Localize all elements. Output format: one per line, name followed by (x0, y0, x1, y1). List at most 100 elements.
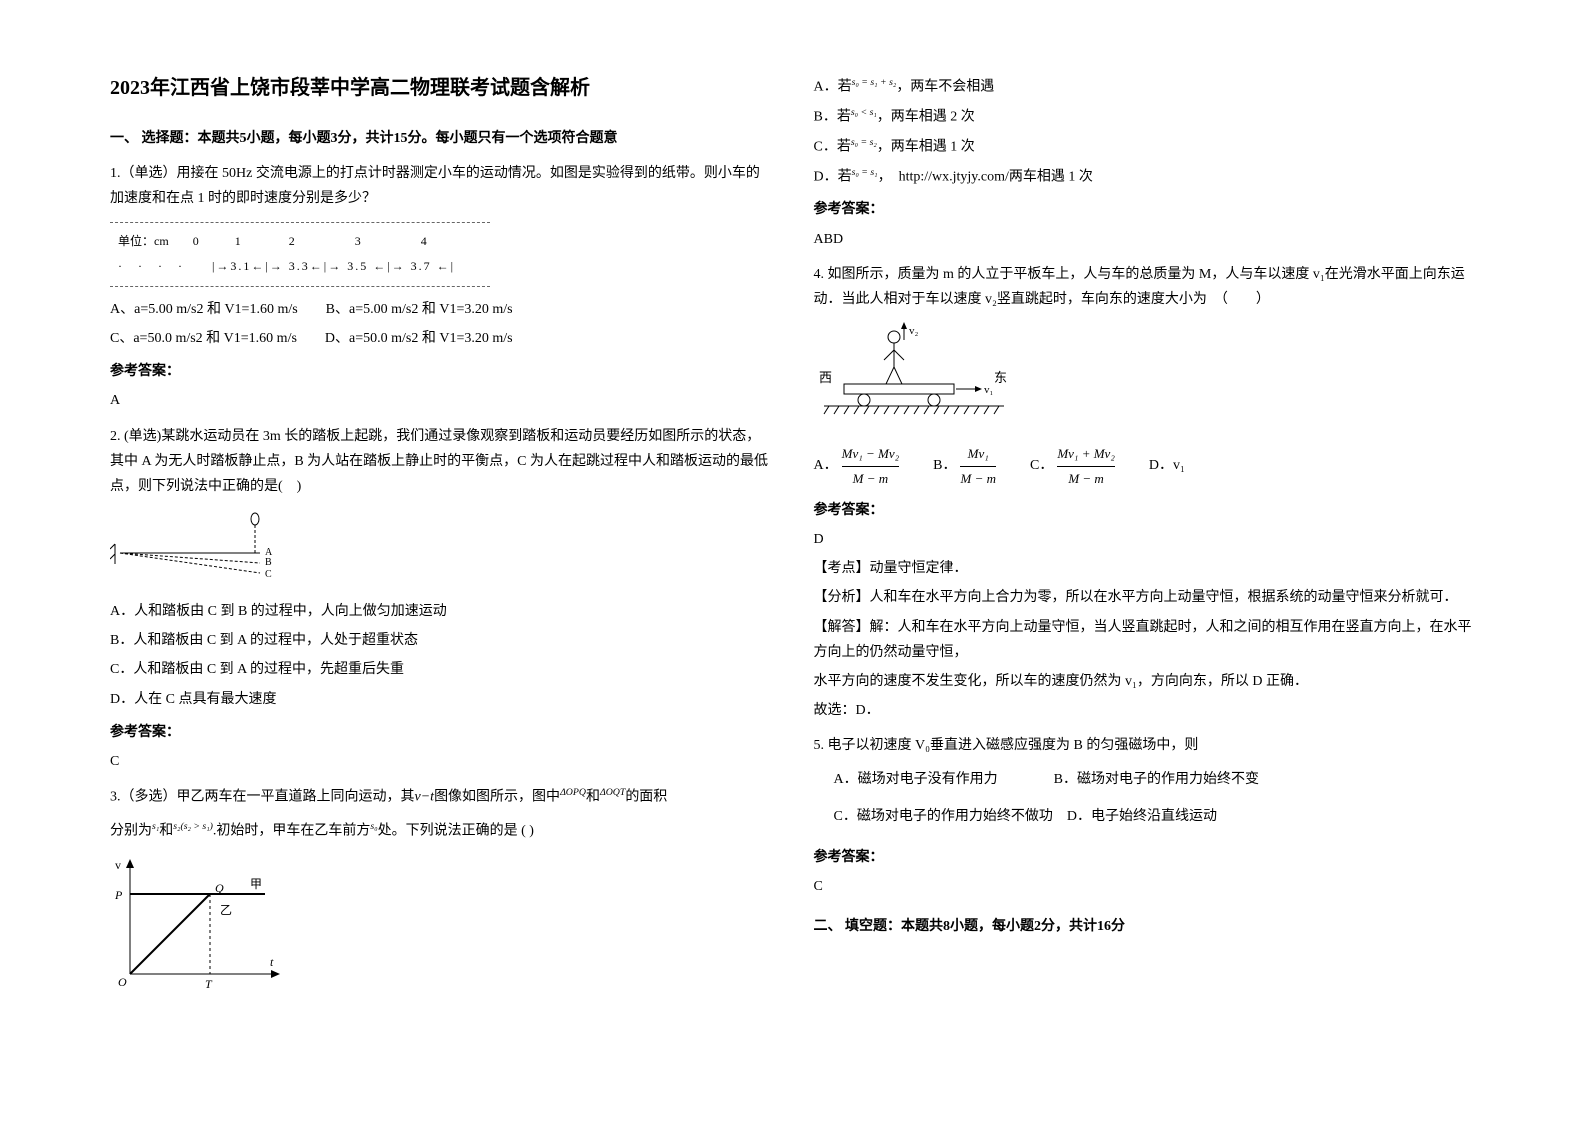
svg-text:乙: 乙 (220, 903, 232, 917)
q4-fenxi: 【分析】人和车在水平方向上合力为零，所以在水平方向上动量守恒，根据系统的动量守恒… (814, 585, 1478, 610)
q4-answer-label: 参考答案： (814, 498, 1478, 523)
section-1-header: 一、 选择题：本题共5小题，每小题3分，共计15分。每小题只有一个选项符合题意 (110, 126, 774, 151)
q3-p1: 3.（多选）甲乙两车在一平直道路上同向运动，其 (110, 790, 415, 805)
svg-text:t: t (270, 955, 274, 969)
q3-text-line2: 分别为s₁和s₂(s₂ > s₁).初始时，甲车在乙车前方s₀处。下列说法正确的… (110, 818, 774, 844)
tape-unit: 单位：cm (118, 234, 169, 248)
svg-text:西: 西 (819, 370, 832, 385)
q3-p3: 的面积 (625, 790, 667, 805)
q3-answer: ABD (814, 227, 1478, 252)
q3-paren: (s₂ > s₁) (180, 821, 212, 832)
svg-text:B: B (265, 557, 272, 568)
page-title: 2023年江西省上饶市段莘中学高二物理联考试题含解析 (110, 70, 774, 106)
q4-jieda2: 水平方向的速度不发生变化，所以车的速度仍然为 v₁，方向向东，所以 D 正确． (814, 669, 1478, 694)
q1-options-row2: C、a=50.0 m/s2 和 V1=1.60 m/s D、a=50.0 m/s… (110, 326, 774, 351)
svg-text:东: 东 (994, 370, 1007, 385)
q3-p2: 图像如图所示，图中 (434, 790, 560, 805)
q4c-den: M − m (1057, 467, 1115, 490)
svg-text:v₁: v₁ (984, 384, 994, 396)
tape-points: 0 1 2 3 4 (193, 234, 427, 248)
q5-answer-label: 参考答案： (814, 845, 1478, 870)
q4-text: 4. 如图所示，质量为 m 的人立于平板车上，人与车的总质量为 M，人与车以速度… (814, 262, 1478, 312)
q2-answer: C (110, 749, 774, 774)
q3b-post: ，两车相遇 2 次 (877, 110, 975, 125)
q5-answer: C (814, 874, 1478, 899)
question-4: 4. 如图所示，质量为 m 的人立于平板车上，人与车的总质量为 M，人与车以速度… (814, 262, 1478, 724)
q3-and: 和 (586, 790, 600, 805)
q4b-label: B． (933, 458, 956, 473)
q4b-num: Mv₁ (960, 442, 996, 466)
q5-options-row1: A．磁场对电子没有作用力 B．磁场对电子的作用力始终不变 (834, 767, 1478, 792)
q1-options-row1: A、a=5.00 m/s2 和 V1=1.60 m/s B、a=5.00 m/s… (110, 297, 774, 322)
section-2-header: 二、 填空题：本题共8小题，每小题2分，共计16分 (814, 914, 1478, 939)
q5-options-row2: C．磁场对电子的作用力始终不做功 D．电子始终沿直线运动 (834, 804, 1478, 829)
q3d-pre: D．若 (814, 169, 852, 184)
q4-kaodian: 【考点】动量守恒定律． (814, 556, 1478, 581)
q4c-label: C． (1030, 458, 1053, 473)
q3-text-line1: 3.（多选）甲乙两车在一平直道路上同向运动，其v−t图像如图所示，图中ΔOPQ和… (110, 784, 774, 810)
q1-tape-figure: 单位：cm 0 1 2 3 4 · · · · |→3.1←|→ 3.3←|→ … (110, 222, 490, 287)
q1-answer: A (110, 388, 774, 413)
svg-text:C: C (265, 569, 272, 580)
svg-text:v: v (115, 858, 121, 872)
q3d-post: ， http://wx.jtyjy.com/两车相遇 1 次 (878, 169, 1093, 184)
right-column: A．若s₀ = s₁ + s₂，两车不会相遇 B．若s₀ < s₁，两车相遇 2… (794, 70, 1498, 1052)
q1-text: 1.（单选）用接在 50Hz 交流电源上的打点计时器测定小车的运动情况。如图是实… (110, 161, 774, 211)
q3-vt-graph: v P Q 甲 乙 t O T (110, 854, 290, 994)
q4-option-c: C． Mv₁ + Mv₂M − m (1030, 442, 1119, 490)
left-column: 2023年江西省上饶市段莘中学高二物理联考试题含解析 一、 选择题：本题共5小题… (90, 70, 794, 1052)
svg-text:Q: Q (215, 881, 224, 895)
q3b-eq: s₀ < s₁ (851, 107, 877, 118)
question-2: 2. (单选)某跳水运动员在 3m 长的踏板上起跳，我们通过录像观察到踏板和运动… (110, 424, 774, 775)
q4-answer: D (814, 527, 1478, 552)
tape-distances: · · · · |→3.1←|→ 3.3←|→ 3.5 ←|→ 3.7 ←| (118, 256, 482, 278)
svg-text:P: P (114, 888, 123, 902)
q2-board-figure: A B C (110, 509, 330, 589)
svg-text:甲: 甲 (250, 877, 262, 891)
svg-text:T: T (205, 977, 213, 991)
q3b-pre: B．若 (814, 110, 851, 125)
q3c-post: ，两车相遇 1 次 (877, 139, 975, 154)
q3-and2: 和 (159, 824, 173, 839)
svg-text:O: O (118, 975, 127, 989)
q3c-pre: C．若 (814, 139, 851, 154)
q4a-num: Mv₁ − Mv₂ (842, 442, 900, 466)
question-3-options: A．若s₀ = s₁ + s₂，两车不会相遇 B．若s₀ < s₁，两车相遇 2… (814, 74, 1478, 252)
q3d-eq: s₀ = s₁ (852, 167, 878, 178)
q2-option-d: D．人在 C 点具有最大速度 (110, 687, 774, 712)
q4-jieda3: 故选：D． (814, 698, 1478, 723)
q3c-eq: s₀ = s₂ (851, 137, 877, 148)
q5-text: 5. 电子以初速度 V₀垂直进入磁感应强度为 B 的匀强磁场中，则 (814, 733, 1478, 758)
q4-figure: v₂ v₁ 西 (814, 322, 1014, 432)
q1-answer-label: 参考答案： (110, 359, 774, 384)
q2-text: 2. (单选)某跳水运动员在 3m 长的踏板上起跳，我们通过录像观察到踏板和运动… (110, 424, 774, 500)
q4-option-d: D．v₁ (1149, 453, 1185, 478)
q3-p6: 处。下列说法正确的是 ( ) (378, 824, 534, 839)
q4-option-a: A． Mv₁ − Mv₂M − m (814, 442, 904, 490)
question-5: 5. 电子以初速度 V₀垂直进入磁感应强度为 B 的匀强磁场中，则 A．磁场对电… (814, 733, 1478, 899)
q3-option-b: B．若s₀ < s₁，两车相遇 2 次 (814, 104, 1478, 130)
q4b-den: M − m (960, 467, 996, 490)
q2-answer-label: 参考答案： (110, 720, 774, 745)
q3-p4: 分别为 (110, 824, 152, 839)
q3-tri1: ΔOPQ (560, 787, 586, 798)
question-1: 1.（单选）用接在 50Hz 交流电源上的打点计时器测定小车的运动情况。如图是实… (110, 161, 774, 413)
q2-option-b: B．人和踏板由 C 到 A 的过程中，人处于超重状态 (110, 628, 774, 653)
q4-option-b: B． Mv₁M − m (933, 442, 1000, 490)
q4-jieda1: 【解答】解：人和车在水平方向上动量守恒，当人竖直跳起时，人和之间的相互作用在竖直… (814, 615, 1478, 665)
question-3: 3.（多选）甲乙两车在一平直道路上同向运动，其v−t图像如图所示，图中ΔOPQ和… (110, 784, 774, 994)
q3-vt: v−t (415, 790, 435, 805)
q3-tri2: ΔOQT (600, 787, 625, 798)
q3a-eq: s₀ = s₁ + s₂ (852, 77, 897, 88)
q3-option-c: C．若s₀ = s₂，两车相遇 1 次 (814, 134, 1478, 160)
q3-option-a: A．若s₀ = s₁ + s₂，两车不会相遇 (814, 74, 1478, 100)
q4-options: A．Mv₁ − Mv₂M − m B．Mv₁M − m C．Mv₁ + Mv₂M… (814, 442, 1478, 490)
q4c-num: Mv₁ + Mv₂ (1057, 442, 1115, 466)
q4a-label: A． (814, 458, 838, 473)
q2-option-c: C．人和踏板由 C 到 A 的过程中，先超重后失重 (110, 657, 774, 682)
q3-p5: .初始时，甲车在乙车前方 (213, 824, 371, 839)
q3a-post: ，两车不会相遇 (896, 80, 994, 95)
q4a-den: M − m (842, 467, 900, 490)
q3-answer-label: 参考答案： (814, 197, 1478, 222)
q3-s0: s₀ (370, 821, 377, 832)
